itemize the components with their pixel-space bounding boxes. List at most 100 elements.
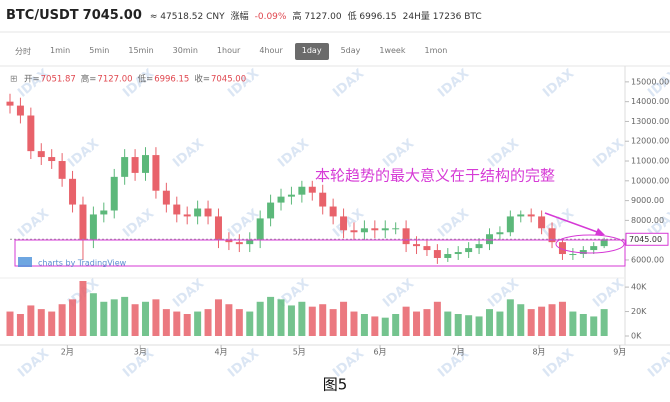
caption: 图5 <box>323 376 348 394</box>
volume-bar <box>256 301 264 336</box>
candle-body <box>319 192 327 207</box>
ohlc-value: 6996.15 <box>154 75 189 85</box>
volume-bar <box>590 316 598 336</box>
y-tick-label: 14000.00 <box>631 97 669 106</box>
tab[interactable]: 1day <box>294 43 329 60</box>
watermark: IDAX <box>170 276 207 310</box>
volume-bar <box>517 304 525 336</box>
tab[interactable]: 1hour <box>216 46 241 55</box>
volume-tick-label: 40K <box>631 283 647 292</box>
volume-bar <box>214 299 222 336</box>
tab[interactable]: 5day <box>340 46 361 55</box>
volume-bar <box>225 304 233 336</box>
candle-body <box>16 105 24 116</box>
watermark: IDAX <box>540 346 577 380</box>
candle-body <box>162 190 170 205</box>
tab[interactable]: 分时 <box>15 47 31 56</box>
legend-icon: ⊞ <box>10 75 18 85</box>
volume-tick-label: 0K <box>631 332 642 341</box>
x-tick-label: 8月 <box>532 348 545 357</box>
tab[interactable]: 4hour <box>259 46 283 55</box>
candle-body <box>527 214 535 217</box>
volume-bar <box>183 314 191 336</box>
ohlc-value: 7051.87 <box>41 75 76 85</box>
volume-bar <box>454 314 462 336</box>
ohlc-label: 收= <box>194 74 210 85</box>
y-tick-label: 8000.00 <box>631 216 664 225</box>
volume-bar <box>381 317 389 336</box>
volume-bar <box>298 301 306 336</box>
watermark: IDAX <box>590 276 627 310</box>
watermark: IDAX <box>645 346 670 380</box>
candle-body <box>100 210 108 215</box>
volume-bar <box>308 306 316 336</box>
x-tick-label: 3月 <box>134 348 147 357</box>
tab[interactable]: 1mon <box>424 46 448 55</box>
candle-body <box>475 244 483 249</box>
volume-tick-label: 20K <box>631 307 647 316</box>
tab[interactable]: 5min <box>89 46 110 55</box>
tab[interactable]: 1min <box>50 46 71 55</box>
volume-bar <box>465 315 473 336</box>
candle-body <box>485 234 493 245</box>
watermark: IDAX <box>225 206 262 240</box>
candle-body <box>37 151 45 158</box>
watermark: IDAX <box>435 66 472 100</box>
candle-body <box>465 248 473 253</box>
candle-body <box>246 240 254 245</box>
x-tick-label: 7月 <box>452 348 465 357</box>
watermark: IDAX <box>435 206 472 240</box>
volume-bar <box>131 304 139 336</box>
volume-bar <box>392 314 400 336</box>
candle-body <box>277 196 285 203</box>
candle-body <box>371 228 379 231</box>
volume-bar <box>527 309 535 336</box>
volume-bar <box>350 311 358 336</box>
price-tag-label: 7045.00 <box>629 235 662 244</box>
volume-bar <box>58 304 66 336</box>
tab[interactable]: 30min <box>172 46 198 55</box>
tab[interactable]: 15min <box>128 46 154 55</box>
volume-bar <box>6 311 14 336</box>
candle-body <box>256 218 264 241</box>
volume-bar <box>152 299 160 336</box>
ohlc-label: 开= <box>24 75 40 85</box>
volume-bar <box>287 305 295 336</box>
low: 低 6996.15 <box>347 12 397 22</box>
ohlc-label: 低= <box>138 74 154 85</box>
candle-body <box>381 228 389 231</box>
y-tick-label: 13000.00 <box>631 117 669 126</box>
volume-bar <box>340 301 348 336</box>
volume-bar <box>558 301 566 336</box>
volume-bar <box>485 309 493 336</box>
volume-bar <box>433 301 441 336</box>
volume-bar <box>204 309 212 336</box>
tab[interactable]: 1week <box>379 46 406 55</box>
y-tick-label: 15000.00 <box>631 77 669 86</box>
toolbar: 分时 1min 5min 15min 30min 1hour 4hour 1day 5day 1w… <box>8 43 459 60</box>
price-tag <box>625 232 669 246</box>
volume-bar <box>48 311 56 336</box>
watermark: IDAX <box>540 66 577 100</box>
candle-body <box>225 240 233 243</box>
volume-bar <box>548 304 556 336</box>
candle-body <box>298 186 306 195</box>
candle-body <box>413 244 421 247</box>
candle-body <box>569 254 577 256</box>
volume-bar <box>600 309 608 336</box>
watermark: IDAX <box>590 136 627 170</box>
y-tick-label: 6000.00 <box>631 255 664 264</box>
candle-body <box>308 186 316 193</box>
arrow-head <box>595 228 605 235</box>
volume-bar <box>110 299 118 336</box>
pair: BTC/USDT <box>6 8 79 23</box>
volume-bar <box>16 314 24 336</box>
candle-body <box>27 115 35 152</box>
candle-body <box>79 204 87 241</box>
change: -0.09% <box>254 12 287 22</box>
candle-body <box>538 216 546 229</box>
y-tick-label: 12000.00 <box>631 137 669 146</box>
ohlc-value: 7045.00 <box>211 75 246 85</box>
volume-bar <box>100 301 108 336</box>
